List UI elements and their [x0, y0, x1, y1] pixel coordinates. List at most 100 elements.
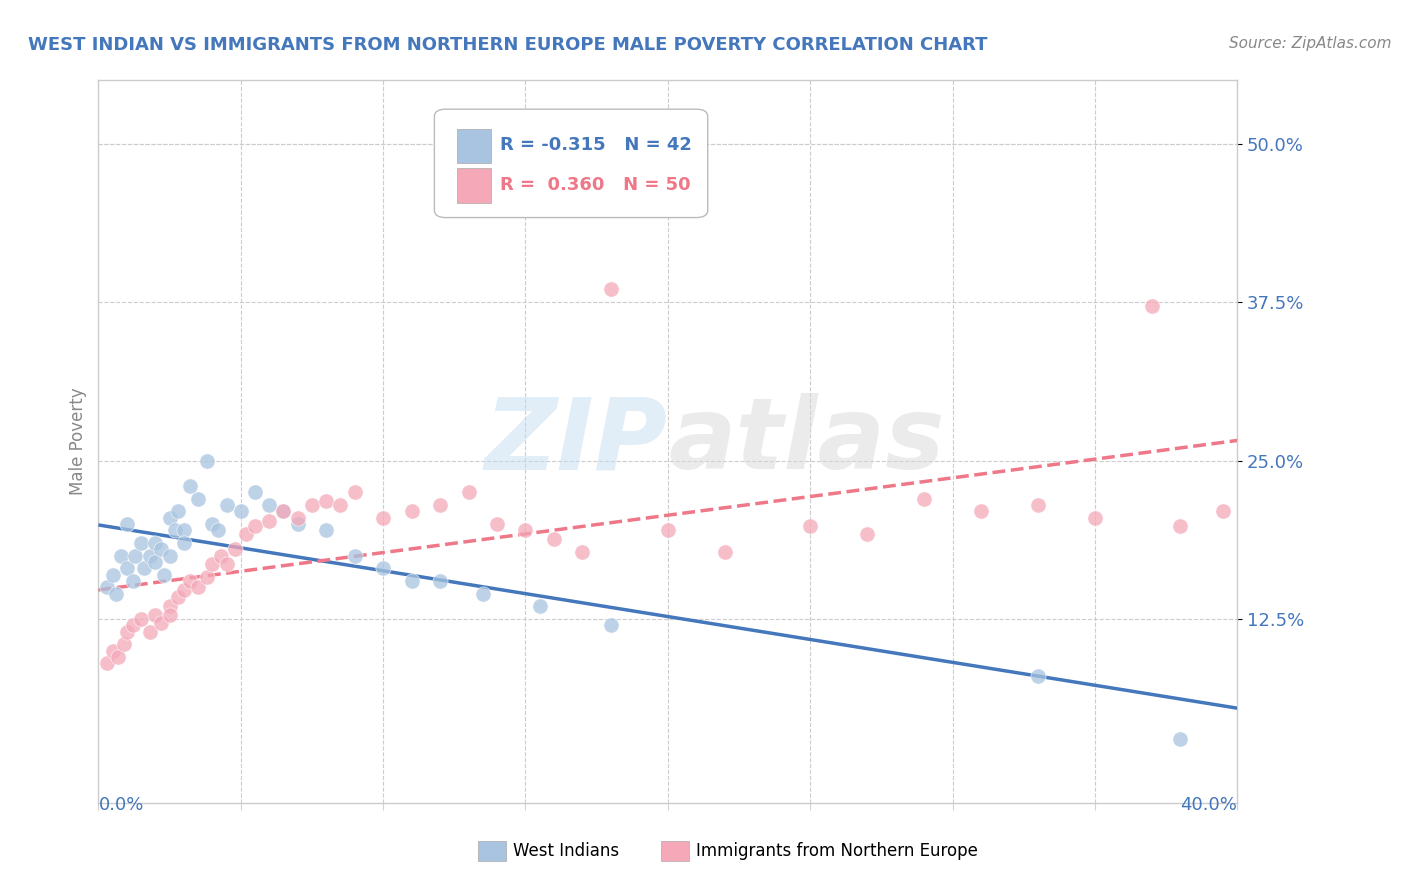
- Point: [124, 549, 146, 563]
- Point: [167, 591, 190, 605]
- Text: Source: ZipAtlas.com: Source: ZipAtlas.com: [1229, 36, 1392, 51]
- Point: [1140, 299, 1163, 313]
- Point: [373, 510, 395, 524]
- Point: [1084, 510, 1107, 524]
- Text: Immigrants from Northern Europe: Immigrants from Northern Europe: [696, 842, 977, 860]
- Point: [145, 608, 167, 623]
- Point: [457, 485, 479, 500]
- Point: [315, 523, 337, 537]
- Point: [101, 567, 124, 582]
- Point: [229, 504, 252, 518]
- Point: [600, 282, 623, 296]
- Point: [429, 574, 451, 588]
- Point: [1212, 504, 1234, 518]
- Point: [110, 549, 132, 563]
- Point: [115, 516, 138, 531]
- Point: [104, 587, 127, 601]
- Point: [159, 599, 181, 614]
- Point: [287, 510, 309, 524]
- Point: [571, 545, 593, 559]
- Point: [515, 523, 537, 537]
- Point: [315, 494, 337, 508]
- Point: [173, 536, 195, 550]
- Point: [301, 498, 323, 512]
- Point: [173, 523, 195, 537]
- Point: [121, 618, 143, 632]
- Point: [121, 574, 143, 588]
- Point: [259, 515, 281, 529]
- Point: [343, 549, 366, 563]
- Point: [1026, 669, 1049, 683]
- Point: [215, 558, 238, 572]
- Point: [273, 504, 295, 518]
- Text: West Indians: West Indians: [513, 842, 619, 860]
- Point: [187, 580, 209, 594]
- Point: [201, 516, 224, 531]
- Point: [600, 618, 623, 632]
- FancyBboxPatch shape: [434, 109, 707, 218]
- Point: [287, 516, 309, 531]
- Point: [138, 624, 160, 639]
- Point: [429, 498, 451, 512]
- Point: [167, 504, 190, 518]
- Point: [799, 519, 821, 533]
- Point: [159, 510, 181, 524]
- Text: R =  0.360   N = 50: R = 0.360 N = 50: [501, 176, 692, 194]
- Point: [856, 527, 879, 541]
- Point: [96, 657, 118, 671]
- Point: [187, 491, 209, 506]
- FancyBboxPatch shape: [457, 128, 491, 163]
- Text: ZIP: ZIP: [485, 393, 668, 490]
- Point: [714, 545, 737, 559]
- Point: [115, 624, 138, 639]
- Point: [343, 485, 366, 500]
- Point: [115, 561, 138, 575]
- Point: [129, 612, 152, 626]
- Point: [145, 536, 167, 550]
- Point: [107, 650, 129, 665]
- Point: [138, 549, 160, 563]
- Point: [235, 527, 257, 541]
- Point: [401, 574, 423, 588]
- Point: [112, 637, 135, 651]
- Y-axis label: Male Poverty: Male Poverty: [69, 388, 87, 495]
- Point: [259, 498, 281, 512]
- Text: atlas: atlas: [668, 393, 945, 490]
- Point: [529, 599, 551, 614]
- Point: [159, 549, 181, 563]
- Text: 40.0%: 40.0%: [1181, 797, 1237, 814]
- Point: [970, 504, 993, 518]
- Point: [173, 582, 195, 597]
- Point: [195, 453, 218, 467]
- Point: [101, 643, 124, 657]
- Point: [1026, 498, 1049, 512]
- Point: [243, 485, 266, 500]
- Point: [150, 542, 173, 557]
- Point: [912, 491, 935, 506]
- Point: [329, 498, 352, 512]
- Point: [207, 523, 229, 537]
- Point: [373, 561, 395, 575]
- Point: [486, 516, 509, 531]
- Point: [471, 587, 494, 601]
- Point: [1170, 732, 1192, 747]
- Point: [129, 536, 152, 550]
- Point: [179, 479, 201, 493]
- Point: [96, 580, 118, 594]
- Point: [150, 615, 173, 630]
- Point: [215, 498, 238, 512]
- Point: [543, 532, 565, 546]
- Point: [657, 523, 679, 537]
- FancyBboxPatch shape: [457, 169, 491, 203]
- Point: [401, 504, 423, 518]
- Point: [145, 555, 167, 569]
- Text: WEST INDIAN VS IMMIGRANTS FROM NORTHERN EUROPE MALE POVERTY CORRELATION CHART: WEST INDIAN VS IMMIGRANTS FROM NORTHERN …: [28, 36, 987, 54]
- Point: [243, 519, 266, 533]
- Point: [132, 561, 155, 575]
- Point: [179, 574, 201, 588]
- Text: R = -0.315   N = 42: R = -0.315 N = 42: [501, 136, 692, 154]
- Point: [159, 608, 181, 623]
- Point: [1170, 519, 1192, 533]
- Point: [224, 542, 246, 557]
- Point: [201, 558, 224, 572]
